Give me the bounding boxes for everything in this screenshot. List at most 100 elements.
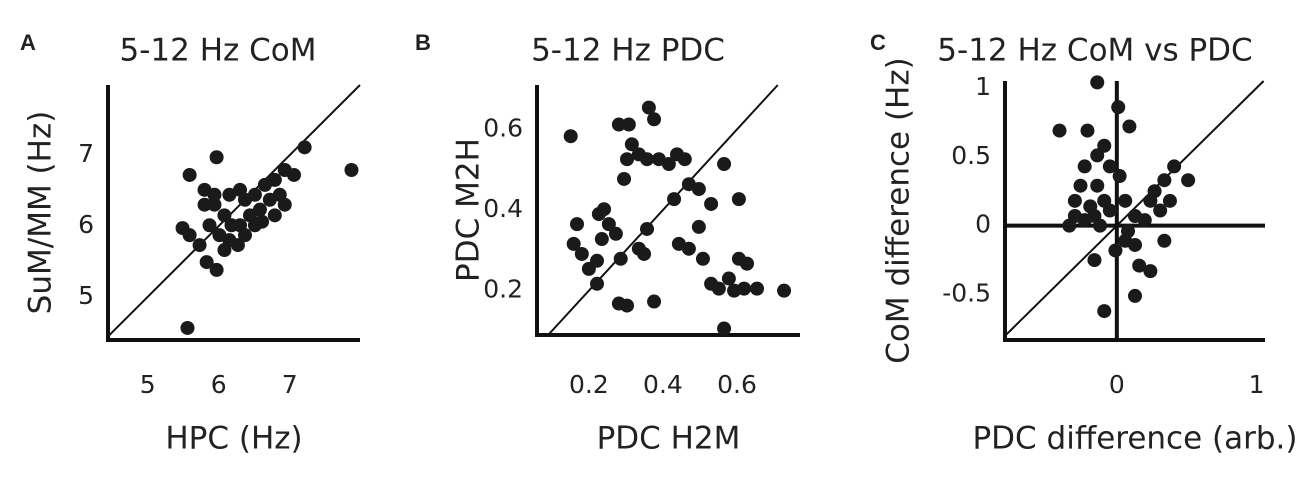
data-point: [566, 236, 581, 251]
data-point: [661, 157, 676, 172]
y-axis-label: SuM/MM (Hz): [23, 111, 59, 315]
data-point: [238, 228, 253, 243]
identity-line: [547, 84, 779, 336]
data-point: [590, 253, 605, 268]
data-point: [1112, 169, 1127, 184]
chart-title: 5-12 Hz PDC: [531, 33, 725, 69]
x-tick-label: 0.2: [569, 370, 609, 399]
y-axis-label: CoM difference (Hz): [881, 57, 917, 363]
x-tick-label: 1: [1249, 370, 1265, 399]
x-axis-label: PDC difference (arb.): [972, 421, 1297, 457]
data-point: [617, 171, 632, 186]
data-point: [731, 192, 746, 207]
x-tick-label: 6: [211, 370, 227, 399]
data-point: [640, 152, 655, 167]
data-point: [247, 187, 262, 202]
data-point: [1167, 159, 1182, 174]
data-point: [199, 255, 214, 270]
data-point: [209, 262, 224, 277]
data-point: [621, 117, 636, 132]
data-point: [563, 129, 578, 144]
identity-line: [1004, 80, 1265, 337]
data-point: [1052, 123, 1067, 138]
data-point: [1143, 264, 1158, 279]
data-point: [691, 182, 706, 197]
data-point: [721, 271, 736, 286]
data-point: [624, 137, 639, 152]
data-point: [224, 218, 239, 233]
data-point: [286, 167, 301, 182]
data-point: [611, 117, 626, 132]
data-point: [1118, 193, 1133, 208]
data-point: [574, 246, 589, 261]
data-point: [1077, 159, 1092, 174]
data-point: [1090, 75, 1105, 90]
x-tick-label: 0.6: [717, 370, 757, 399]
data-point: [647, 294, 662, 309]
data-point: [277, 197, 292, 212]
data-point: [1097, 138, 1112, 153]
data-point: [197, 197, 212, 212]
data-point: [641, 100, 656, 115]
data-point: [217, 208, 232, 223]
data-point: [247, 218, 262, 233]
data-point: [1102, 203, 1117, 218]
data-point: [695, 251, 710, 266]
y-tick-label: 6: [78, 210, 94, 239]
data-point: [737, 281, 752, 296]
data-point: [1111, 100, 1126, 115]
data-point: [1132, 258, 1147, 273]
x-tick-label: 5: [140, 370, 156, 399]
data-point: [750, 281, 765, 296]
y-tick-label: 0.6: [483, 113, 523, 142]
data-point: [667, 192, 682, 207]
data-point: [677, 152, 692, 167]
data-point: [1087, 253, 1102, 268]
data-point: [1073, 178, 1088, 193]
data-point: [207, 197, 222, 212]
x-tick-label: 0: [1109, 370, 1125, 399]
y-tick-label: 5: [78, 281, 94, 310]
data-point: [1157, 233, 1172, 248]
y-tick-label: 7: [78, 139, 94, 168]
data-point: [1122, 119, 1137, 134]
data-point: [202, 218, 217, 233]
data-point: [704, 196, 719, 211]
chart-title: 5-12 Hz CoM vs PDC: [937, 33, 1252, 69]
panel-letter: C: [870, 30, 886, 55]
data-point: [1128, 288, 1142, 303]
y-tick-label: 0.4: [483, 194, 523, 223]
data-point: [1090, 178, 1105, 193]
data-point: [620, 152, 635, 167]
data-point: [1102, 159, 1117, 174]
data-point: [1121, 224, 1136, 239]
data-point: [740, 256, 755, 271]
x-axis-label: PDC H2M: [597, 421, 741, 457]
data-point: [1090, 148, 1105, 163]
data-point: [637, 246, 652, 261]
y-tick-label: 0.5: [951, 141, 991, 170]
data-point: [1067, 193, 1082, 208]
data-point: [1097, 304, 1112, 319]
data-point: [209, 150, 224, 165]
data-point: [1080, 123, 1095, 138]
data-point: [1153, 203, 1168, 218]
data-point: [1162, 193, 1177, 208]
data-point: [711, 281, 726, 296]
data-point: [267, 208, 282, 223]
data-point: [717, 321, 732, 336]
data-point: [182, 228, 197, 243]
data-point: [267, 172, 282, 187]
x-tick-label: 7: [282, 370, 298, 399]
data-point: [591, 207, 606, 222]
data-point: [217, 243, 232, 258]
data-point: [691, 219, 706, 234]
data-point: [182, 167, 197, 182]
data-point: [207, 187, 222, 202]
x-tick-label: 0.4: [643, 370, 683, 399]
identity-line: [107, 84, 361, 338]
x-axis-label: HPC (Hz): [165, 421, 302, 457]
data-point: [613, 251, 628, 266]
data-point: [681, 241, 696, 256]
